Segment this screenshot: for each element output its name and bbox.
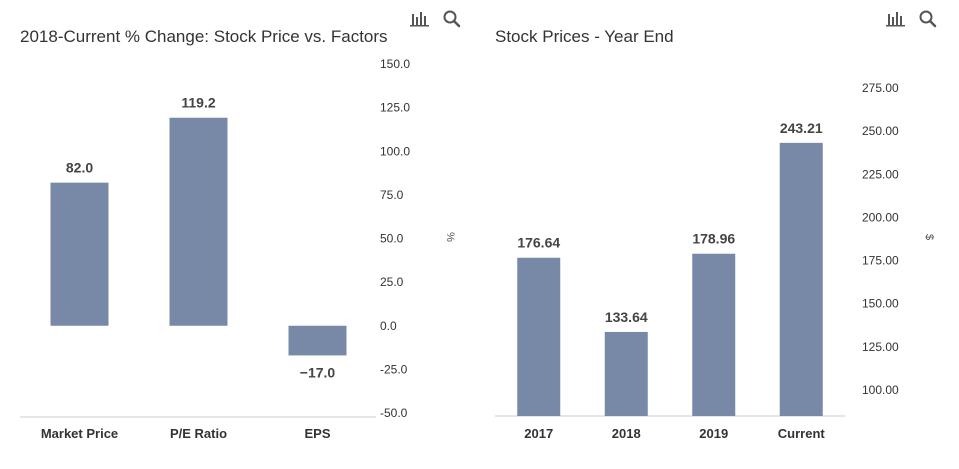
chart2-bar xyxy=(692,253,736,416)
bar-chart-icon[interactable] xyxy=(410,10,430,28)
chart1-y-tick-label: 50.0 xyxy=(380,232,404,246)
chart1-y-tick-label: 25.0 xyxy=(380,275,404,289)
chart2-y-tick-label: 225.00 xyxy=(862,167,899,181)
chart2-bar xyxy=(604,331,648,416)
chart2-y-tick-label: 125.00 xyxy=(862,340,899,354)
chart1-title: 2018-Current % Change: Stock Price vs. F… xyxy=(20,27,388,46)
chart2-category-label: 2017 xyxy=(524,426,553,441)
chart1-y-tick-label: -50.0 xyxy=(380,406,408,420)
search-icon[interactable] xyxy=(442,10,462,28)
chart1-data-label: −17.0 xyxy=(300,364,336,380)
chart2-category-label: 2019 xyxy=(699,426,728,441)
chart1-bar xyxy=(288,325,347,356)
chart2-y-tick-label: 200.00 xyxy=(862,210,899,224)
chart2-title: Stock Prices - Year End xyxy=(495,27,674,46)
chart2-data-label: 176.64 xyxy=(517,235,560,251)
chart1-y-tick-label: 0.0 xyxy=(380,319,397,333)
chart2-data-label: 133.64 xyxy=(605,309,648,325)
chart2-bar xyxy=(779,142,823,416)
chart1-category-label: Market Price xyxy=(41,426,118,441)
chart1-category-label: P/E Ratio xyxy=(170,426,227,441)
chart2-y-tick-label: 150.00 xyxy=(862,297,899,311)
chart1-data-label: 119.2 xyxy=(181,95,215,111)
chart2-data-label: 243.21 xyxy=(780,120,823,136)
chart1-y-tick-label: 75.0 xyxy=(380,188,404,202)
chart1-bar xyxy=(50,182,109,326)
chart2-toolbar xyxy=(886,10,938,28)
chart2-category-label: 2018 xyxy=(612,426,641,441)
search-icon[interactable] xyxy=(918,10,938,28)
chart1-y-tick-label: 100.0 xyxy=(380,144,410,158)
chart1-y-tick-label: -25.0 xyxy=(380,362,408,376)
chart2-data-label: 178.96 xyxy=(692,231,735,247)
chart2-y-tick-label: 250.00 xyxy=(862,124,899,138)
chart2-y-tick-label: 175.00 xyxy=(862,254,899,268)
chart2-y-axis-label: $ xyxy=(923,234,935,240)
chart2-y-tick-label: 275.00 xyxy=(862,81,899,95)
chart1-y-axis-label: % xyxy=(444,232,456,242)
bar-chart-icon[interactable] xyxy=(886,10,906,28)
chart1-category-label: EPS xyxy=(304,426,330,441)
chart1-bar xyxy=(169,117,228,326)
chart2-bar xyxy=(517,257,561,416)
chart2-y-tick-label: 100.00 xyxy=(862,383,899,397)
chart2-category-label: Current xyxy=(778,426,826,441)
chart1-toolbar xyxy=(410,10,462,28)
chart1-data-label: 82.0 xyxy=(66,160,93,176)
chart1-y-tick-label: 125.0 xyxy=(380,101,410,115)
chart1-y-tick-label: 150.0 xyxy=(380,57,410,71)
